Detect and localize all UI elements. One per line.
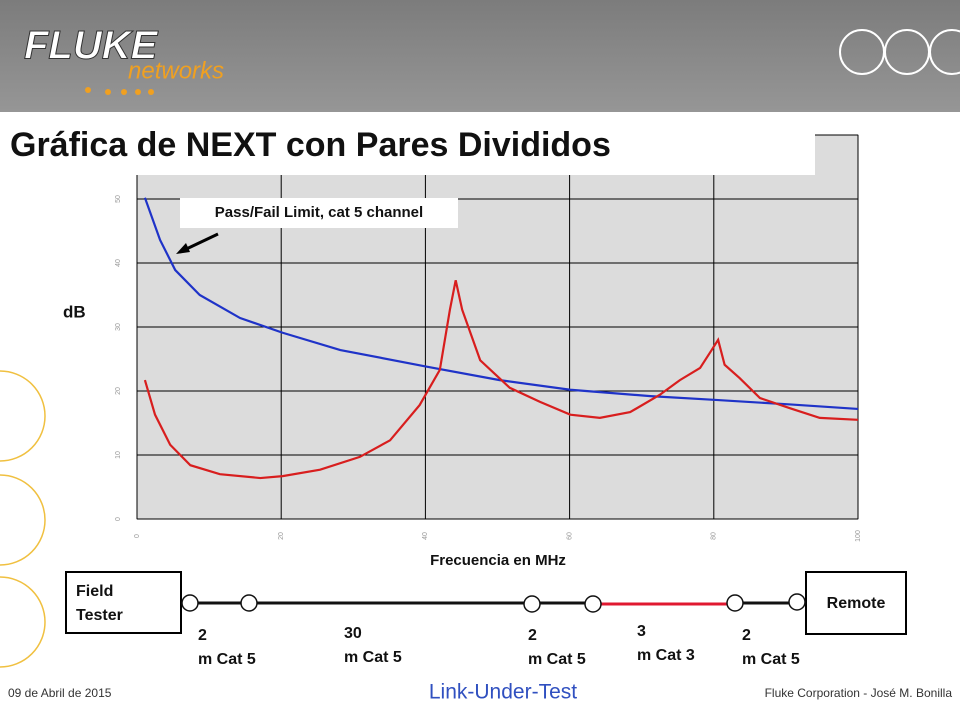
y-tick-label: 50 — [115, 195, 122, 203]
chart-title: Gráfica de NEXT con Pares Divididos — [10, 126, 611, 164]
logo-brand: FLUKE — [24, 24, 159, 68]
caption: Link-Under-Test — [429, 681, 577, 704]
annotation: Pass/Fail Limit, cat 5 channel — [215, 204, 423, 221]
header-circles — [839, 29, 960, 75]
x-tick-label: 0 — [134, 534, 141, 538]
annotation-box — [180, 198, 458, 228]
segment-label: 30 m Cat 5 — [344, 625, 402, 666]
lines — [143, 197, 859, 480]
y-tick-label: 20 — [115, 387, 122, 395]
remote-box — [805, 571, 907, 635]
connectors — [181, 593, 806, 613]
series-line — [143, 197, 859, 411]
logo-sub: networks — [128, 57, 224, 84]
y-axis-label: dB — [63, 302, 86, 321]
arrow-head — [176, 243, 190, 254]
remote: Remote — [827, 595, 886, 612]
x-axis-label: Frecuencia en MHz — [430, 552, 566, 569]
x-tick-label: 20 — [278, 532, 285, 540]
y-tick-label: 40 — [115, 259, 122, 267]
x-tick-label: 80 — [711, 532, 718, 540]
link — [190, 601, 797, 606]
x-tick-label: 100 — [855, 530, 862, 542]
title-box — [0, 120, 815, 175]
y-tick-label: 30 — [115, 323, 122, 331]
field-tester: Field Tester — [76, 583, 123, 624]
field-tester-box — [65, 571, 182, 634]
y-tick-label: 0 — [115, 517, 122, 521]
logo-dots — [85, 87, 154, 95]
side-arcs — [0, 370, 46, 668]
footer-credit: Fluke Corporation - José M. Bonilla — [765, 686, 953, 700]
x-tick-label: 60 — [566, 532, 573, 540]
y-tick-label: 10 — [115, 451, 122, 459]
footer-date: 09 de Abril de 2015 — [8, 686, 112, 700]
header-bar — [0, 0, 960, 112]
series-line — [143, 280, 859, 480]
x-tick-label: 40 — [422, 532, 429, 540]
